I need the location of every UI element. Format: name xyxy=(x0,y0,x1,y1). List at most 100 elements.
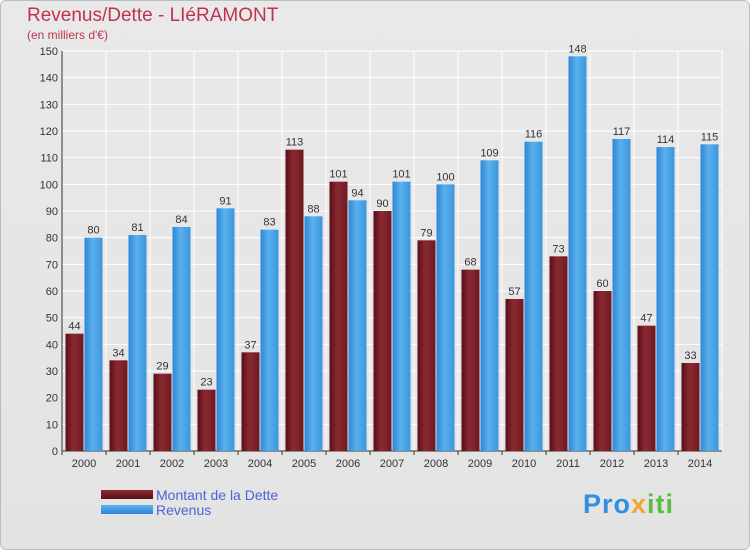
bar-revenue xyxy=(392,181,411,451)
data-label-debt: 101 xyxy=(329,169,347,181)
data-label-revenue: 100 xyxy=(436,171,454,183)
labels: 0 10 20 30 40 50 60 70 80 90 100 110 120 130 140 150 44 8… xyxy=(40,43,719,470)
x-tick-label: 2006 xyxy=(336,458,360,470)
data-label-debt: 57 xyxy=(508,286,520,298)
data-label-revenue: 101 xyxy=(392,169,410,181)
x-tick-label: 2012 xyxy=(600,458,624,470)
bar-debt xyxy=(65,333,84,451)
bar-debt xyxy=(197,389,216,451)
bar-debt xyxy=(373,211,392,451)
bar-debt xyxy=(109,360,128,451)
x-tick-label: 2007 xyxy=(380,458,404,470)
y-tick-label: 90 xyxy=(46,206,58,218)
legend-item-debt: Montant de la Dette xyxy=(101,486,279,503)
data-label-debt: 37 xyxy=(244,339,256,351)
bar-debt xyxy=(593,291,612,451)
y-tick-label: 20 xyxy=(46,393,58,405)
legend-item-revenue: Revenus xyxy=(101,501,278,518)
data-label-revenue: 117 xyxy=(613,126,631,138)
bar-debt xyxy=(549,256,568,451)
data-label-revenue: 88 xyxy=(307,203,319,215)
logo-part-2: x xyxy=(631,489,648,519)
bar-revenue xyxy=(304,216,323,451)
bar-debt xyxy=(329,181,348,451)
data-label-revenue: 81 xyxy=(131,222,143,234)
x-tick-label: 2004 xyxy=(248,458,272,470)
x-tick-label: 2001 xyxy=(116,458,140,470)
data-label-debt: 29 xyxy=(156,361,168,373)
revenue-swatch xyxy=(101,505,153,514)
y-tick-label: 100 xyxy=(40,179,58,191)
axes xyxy=(61,51,722,455)
bar-revenue xyxy=(128,235,147,451)
proxiti-logo: Proxiti xyxy=(583,489,674,520)
bar-debt xyxy=(153,373,172,451)
x-tick-label: 2003 xyxy=(204,458,228,470)
data-label-debt: 90 xyxy=(376,198,388,210)
data-label-revenue: 115 xyxy=(701,131,719,143)
y-tick-label: 10 xyxy=(46,419,58,431)
bar-debt xyxy=(505,299,524,451)
bar-debt xyxy=(681,363,700,451)
bars xyxy=(65,56,719,452)
legend: Montant de la Dette Revenus xyxy=(101,486,279,518)
x-tick-label: 2008 xyxy=(424,458,448,470)
bar-revenue xyxy=(612,139,631,451)
x-tick-label: 2009 xyxy=(468,458,492,470)
bar-revenue xyxy=(656,147,675,451)
y-tick-label: 120 xyxy=(40,126,58,138)
y-tick-label: 0 xyxy=(52,446,58,458)
data-label-debt: 68 xyxy=(464,257,476,269)
bar-revenue xyxy=(700,144,719,452)
y-tick-label: 60 xyxy=(46,286,58,298)
x-tick-label: 2000 xyxy=(72,458,96,470)
y-tick-label: 140 xyxy=(40,73,58,85)
legend-label-debt: Montant de la Dette xyxy=(156,486,279,503)
data-label-debt: 47 xyxy=(640,313,652,325)
bar-debt xyxy=(241,352,260,451)
data-label-revenue: 94 xyxy=(351,187,363,199)
bar-revenue xyxy=(480,160,499,452)
logo-part-1: Pro xyxy=(583,489,632,519)
data-label-debt: 60 xyxy=(596,278,608,290)
debt-swatch xyxy=(101,490,153,499)
data-label-debt: 34 xyxy=(112,347,124,359)
x-tick-label: 2013 xyxy=(644,458,668,470)
bar-debt xyxy=(285,149,304,451)
data-label-debt: 79 xyxy=(420,227,432,239)
x-tick-label: 2002 xyxy=(160,458,184,470)
chart-title: Revenus/Dette - LIéRAMONT xyxy=(27,5,279,26)
data-label-debt: 73 xyxy=(552,243,564,255)
x-tick-label: 2005 xyxy=(292,458,316,470)
y-tick-label: 110 xyxy=(40,153,58,165)
y-tick-label: 80 xyxy=(46,233,58,245)
data-label-revenue: 114 xyxy=(657,134,675,146)
y-tick-label: 150 xyxy=(40,46,58,58)
y-tick-label: 70 xyxy=(46,259,58,271)
bar-debt xyxy=(417,240,436,451)
bar-revenue xyxy=(436,184,455,452)
bar-debt xyxy=(637,325,656,451)
bar-revenue xyxy=(348,200,367,451)
data-label-revenue: 84 xyxy=(175,214,187,226)
chart-subtitle: (en milliers d'€) xyxy=(27,28,108,42)
bar-revenue xyxy=(84,237,103,451)
legend-label-revenue: Revenus xyxy=(156,501,212,518)
y-tick-label: 130 xyxy=(40,99,58,111)
data-label-debt: 23 xyxy=(200,377,212,389)
bar-revenue xyxy=(260,229,279,451)
y-tick-label: 30 xyxy=(46,366,58,378)
data-label-debt: 113 xyxy=(286,137,304,149)
y-tick-label: 40 xyxy=(46,339,58,351)
bar-debt xyxy=(461,269,480,451)
data-label-revenue: 109 xyxy=(480,147,498,159)
grid xyxy=(61,50,723,452)
x-tick-label: 2014 xyxy=(688,458,712,470)
logo-part-3: iti xyxy=(647,489,675,519)
data-label-revenue: 83 xyxy=(263,217,275,229)
data-label-revenue: 91 xyxy=(219,195,231,207)
data-label-revenue: 116 xyxy=(525,129,543,141)
bar-revenue xyxy=(216,208,235,451)
